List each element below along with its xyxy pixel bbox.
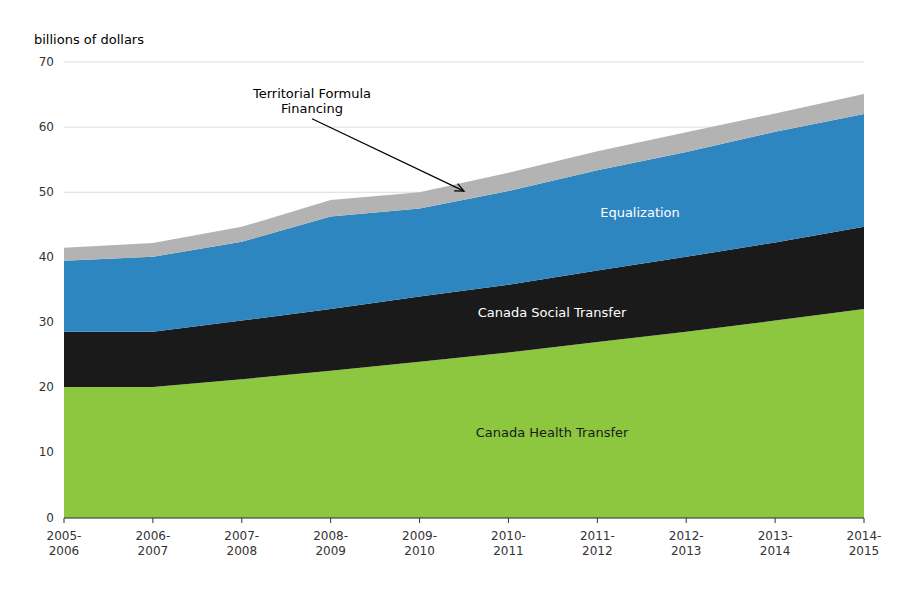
x-tick-label: 2012-2013 bbox=[669, 529, 704, 558]
grid-line bbox=[64, 62, 864, 63]
x-tick-label: 2010-2011 bbox=[491, 529, 526, 558]
x-tick bbox=[419, 518, 420, 523]
x-tick bbox=[508, 518, 509, 523]
x-axis: 2005-2006 2006-2007 2007-2008 2008-2009 2009… bbox=[47, 518, 882, 558]
chart: 0 10 20 30 40 50 60 70 2005-2006 2006-2007 2007-20… bbox=[0, 0, 900, 596]
series-labels: Canada Health Transfer Canada Social Tran… bbox=[252, 86, 680, 439]
x-tick bbox=[152, 518, 153, 523]
x-tick bbox=[775, 518, 776, 523]
x-axis-line bbox=[64, 518, 864, 519]
area bbox=[64, 114, 864, 332]
y-label: billions of dollars bbox=[34, 32, 144, 47]
y-tick-label: 10 bbox=[39, 445, 54, 459]
areas bbox=[64, 94, 864, 518]
y-tick-label: 50 bbox=[39, 185, 54, 199]
x-tick-label: 2014-2015 bbox=[847, 529, 882, 558]
annotation-arrow bbox=[312, 119, 464, 191]
series-label: Canada Health Transfer bbox=[476, 424, 629, 439]
annotation-arrowhead bbox=[454, 184, 464, 191]
x-tick bbox=[241, 518, 242, 523]
series-label: Canada Social Transfer bbox=[478, 304, 627, 319]
y-tick-label: 0 bbox=[46, 511, 54, 525]
y-tick-label: 20 bbox=[39, 380, 54, 394]
x-tick-label: 2007-2008 bbox=[224, 529, 259, 558]
grid-line bbox=[64, 518, 864, 519]
x-tick bbox=[330, 518, 331, 523]
x-tick-label: 2005-2006 bbox=[47, 529, 82, 558]
y-tick-label: 30 bbox=[39, 315, 54, 329]
series-label: Equalization bbox=[600, 204, 680, 219]
x-tick-label: 2013-2014 bbox=[758, 529, 793, 558]
y-axis: 0 10 20 30 40 50 60 70 bbox=[39, 55, 54, 525]
annotation: Territorial FormulaFinancing bbox=[252, 86, 371, 116]
y-tick-label: 70 bbox=[39, 55, 54, 69]
x-tick bbox=[864, 518, 865, 523]
y-tick-label: 60 bbox=[39, 120, 54, 134]
x-tick bbox=[686, 518, 687, 523]
x-tick-label: 2008-2009 bbox=[313, 529, 348, 558]
x-tick bbox=[64, 518, 65, 523]
grid bbox=[64, 62, 864, 518]
area bbox=[64, 94, 864, 261]
x-tick bbox=[597, 518, 598, 523]
x-tick-label: 2009-2010 bbox=[402, 529, 437, 558]
x-tick-label: 2011-2012 bbox=[580, 529, 615, 558]
x-tick-label: 2006-2007 bbox=[135, 529, 170, 558]
y-tick-label: 40 bbox=[39, 250, 54, 264]
